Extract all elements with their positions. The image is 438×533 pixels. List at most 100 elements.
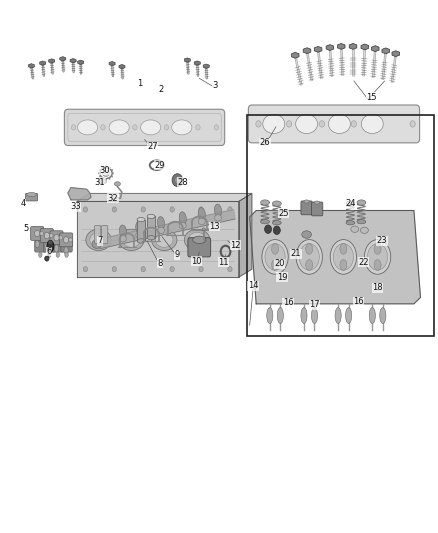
FancyBboxPatch shape bbox=[301, 201, 312, 215]
Circle shape bbox=[199, 207, 203, 212]
Ellipse shape bbox=[147, 214, 155, 219]
Text: 5: 5 bbox=[24, 224, 29, 232]
Ellipse shape bbox=[137, 239, 145, 243]
Text: 24: 24 bbox=[345, 199, 356, 208]
Circle shape bbox=[105, 166, 107, 168]
Ellipse shape bbox=[120, 236, 127, 242]
Ellipse shape bbox=[346, 308, 352, 324]
Ellipse shape bbox=[364, 240, 391, 274]
Circle shape bbox=[141, 207, 145, 212]
Circle shape bbox=[69, 238, 72, 242]
Circle shape bbox=[111, 169, 113, 171]
Ellipse shape bbox=[45, 243, 49, 250]
FancyBboxPatch shape bbox=[311, 202, 323, 216]
Text: 29: 29 bbox=[155, 161, 165, 169]
Circle shape bbox=[228, 207, 232, 212]
Ellipse shape bbox=[340, 244, 347, 254]
Circle shape bbox=[98, 172, 100, 174]
Polygon shape bbox=[250, 211, 420, 304]
Ellipse shape bbox=[272, 244, 279, 254]
Circle shape bbox=[99, 169, 101, 171]
Circle shape bbox=[410, 121, 415, 127]
Circle shape bbox=[109, 167, 110, 169]
Polygon shape bbox=[382, 48, 389, 54]
Text: 22: 22 bbox=[358, 258, 369, 266]
FancyBboxPatch shape bbox=[102, 225, 108, 244]
Circle shape bbox=[111, 175, 113, 177]
Text: 6: 6 bbox=[46, 247, 52, 256]
Ellipse shape bbox=[65, 252, 68, 257]
Polygon shape bbox=[184, 58, 191, 62]
Ellipse shape bbox=[306, 260, 313, 270]
Text: 13: 13 bbox=[209, 222, 220, 231]
Ellipse shape bbox=[357, 220, 366, 224]
Ellipse shape bbox=[119, 229, 144, 251]
Ellipse shape bbox=[335, 308, 341, 324]
FancyBboxPatch shape bbox=[147, 216, 155, 238]
Text: 31: 31 bbox=[95, 178, 105, 187]
Polygon shape bbox=[78, 60, 84, 64]
Circle shape bbox=[105, 179, 107, 181]
FancyBboxPatch shape bbox=[137, 220, 145, 241]
FancyBboxPatch shape bbox=[50, 231, 63, 245]
FancyBboxPatch shape bbox=[52, 240, 64, 252]
Ellipse shape bbox=[179, 222, 186, 229]
Polygon shape bbox=[77, 201, 239, 277]
Text: 12: 12 bbox=[230, 241, 241, 249]
Circle shape bbox=[99, 175, 101, 177]
Ellipse shape bbox=[90, 232, 107, 247]
Circle shape bbox=[170, 266, 174, 272]
Text: 14: 14 bbox=[248, 281, 258, 290]
Text: 21: 21 bbox=[291, 249, 301, 258]
Ellipse shape bbox=[277, 308, 283, 324]
Circle shape bbox=[109, 177, 110, 180]
Ellipse shape bbox=[306, 244, 313, 254]
Ellipse shape bbox=[47, 240, 54, 252]
Circle shape bbox=[273, 226, 280, 235]
Bar bbox=[247, 115, 434, 336]
Polygon shape bbox=[40, 61, 46, 65]
Ellipse shape bbox=[184, 229, 210, 251]
Ellipse shape bbox=[137, 217, 145, 222]
FancyBboxPatch shape bbox=[95, 225, 101, 244]
Circle shape bbox=[71, 125, 76, 130]
Ellipse shape bbox=[198, 208, 205, 220]
Polygon shape bbox=[77, 193, 252, 201]
Ellipse shape bbox=[367, 244, 388, 270]
Polygon shape bbox=[203, 64, 209, 68]
Polygon shape bbox=[337, 44, 345, 50]
Polygon shape bbox=[68, 188, 91, 200]
Text: 11: 11 bbox=[218, 258, 229, 266]
Polygon shape bbox=[194, 61, 200, 65]
Text: 25: 25 bbox=[279, 209, 289, 217]
Polygon shape bbox=[326, 45, 334, 51]
FancyBboxPatch shape bbox=[35, 240, 46, 252]
Circle shape bbox=[286, 121, 292, 127]
Circle shape bbox=[35, 230, 40, 237]
Text: 4: 4 bbox=[20, 199, 25, 208]
Ellipse shape bbox=[86, 229, 111, 251]
Ellipse shape bbox=[102, 170, 110, 176]
Circle shape bbox=[172, 174, 183, 187]
Circle shape bbox=[141, 266, 145, 272]
Ellipse shape bbox=[314, 201, 320, 204]
Ellipse shape bbox=[311, 308, 318, 324]
Ellipse shape bbox=[152, 229, 177, 251]
Polygon shape bbox=[239, 193, 252, 277]
Ellipse shape bbox=[109, 120, 129, 135]
Ellipse shape bbox=[304, 200, 309, 203]
Text: 10: 10 bbox=[191, 257, 201, 265]
Circle shape bbox=[44, 232, 49, 239]
Circle shape bbox=[351, 121, 357, 127]
Circle shape bbox=[64, 237, 69, 243]
FancyBboxPatch shape bbox=[40, 229, 53, 243]
Circle shape bbox=[83, 266, 88, 272]
Circle shape bbox=[175, 177, 180, 183]
Polygon shape bbox=[119, 64, 125, 69]
FancyBboxPatch shape bbox=[31, 227, 44, 240]
Polygon shape bbox=[291, 52, 299, 58]
Circle shape bbox=[112, 207, 117, 212]
FancyBboxPatch shape bbox=[64, 109, 225, 146]
Ellipse shape bbox=[48, 240, 53, 245]
Polygon shape bbox=[70, 59, 76, 63]
